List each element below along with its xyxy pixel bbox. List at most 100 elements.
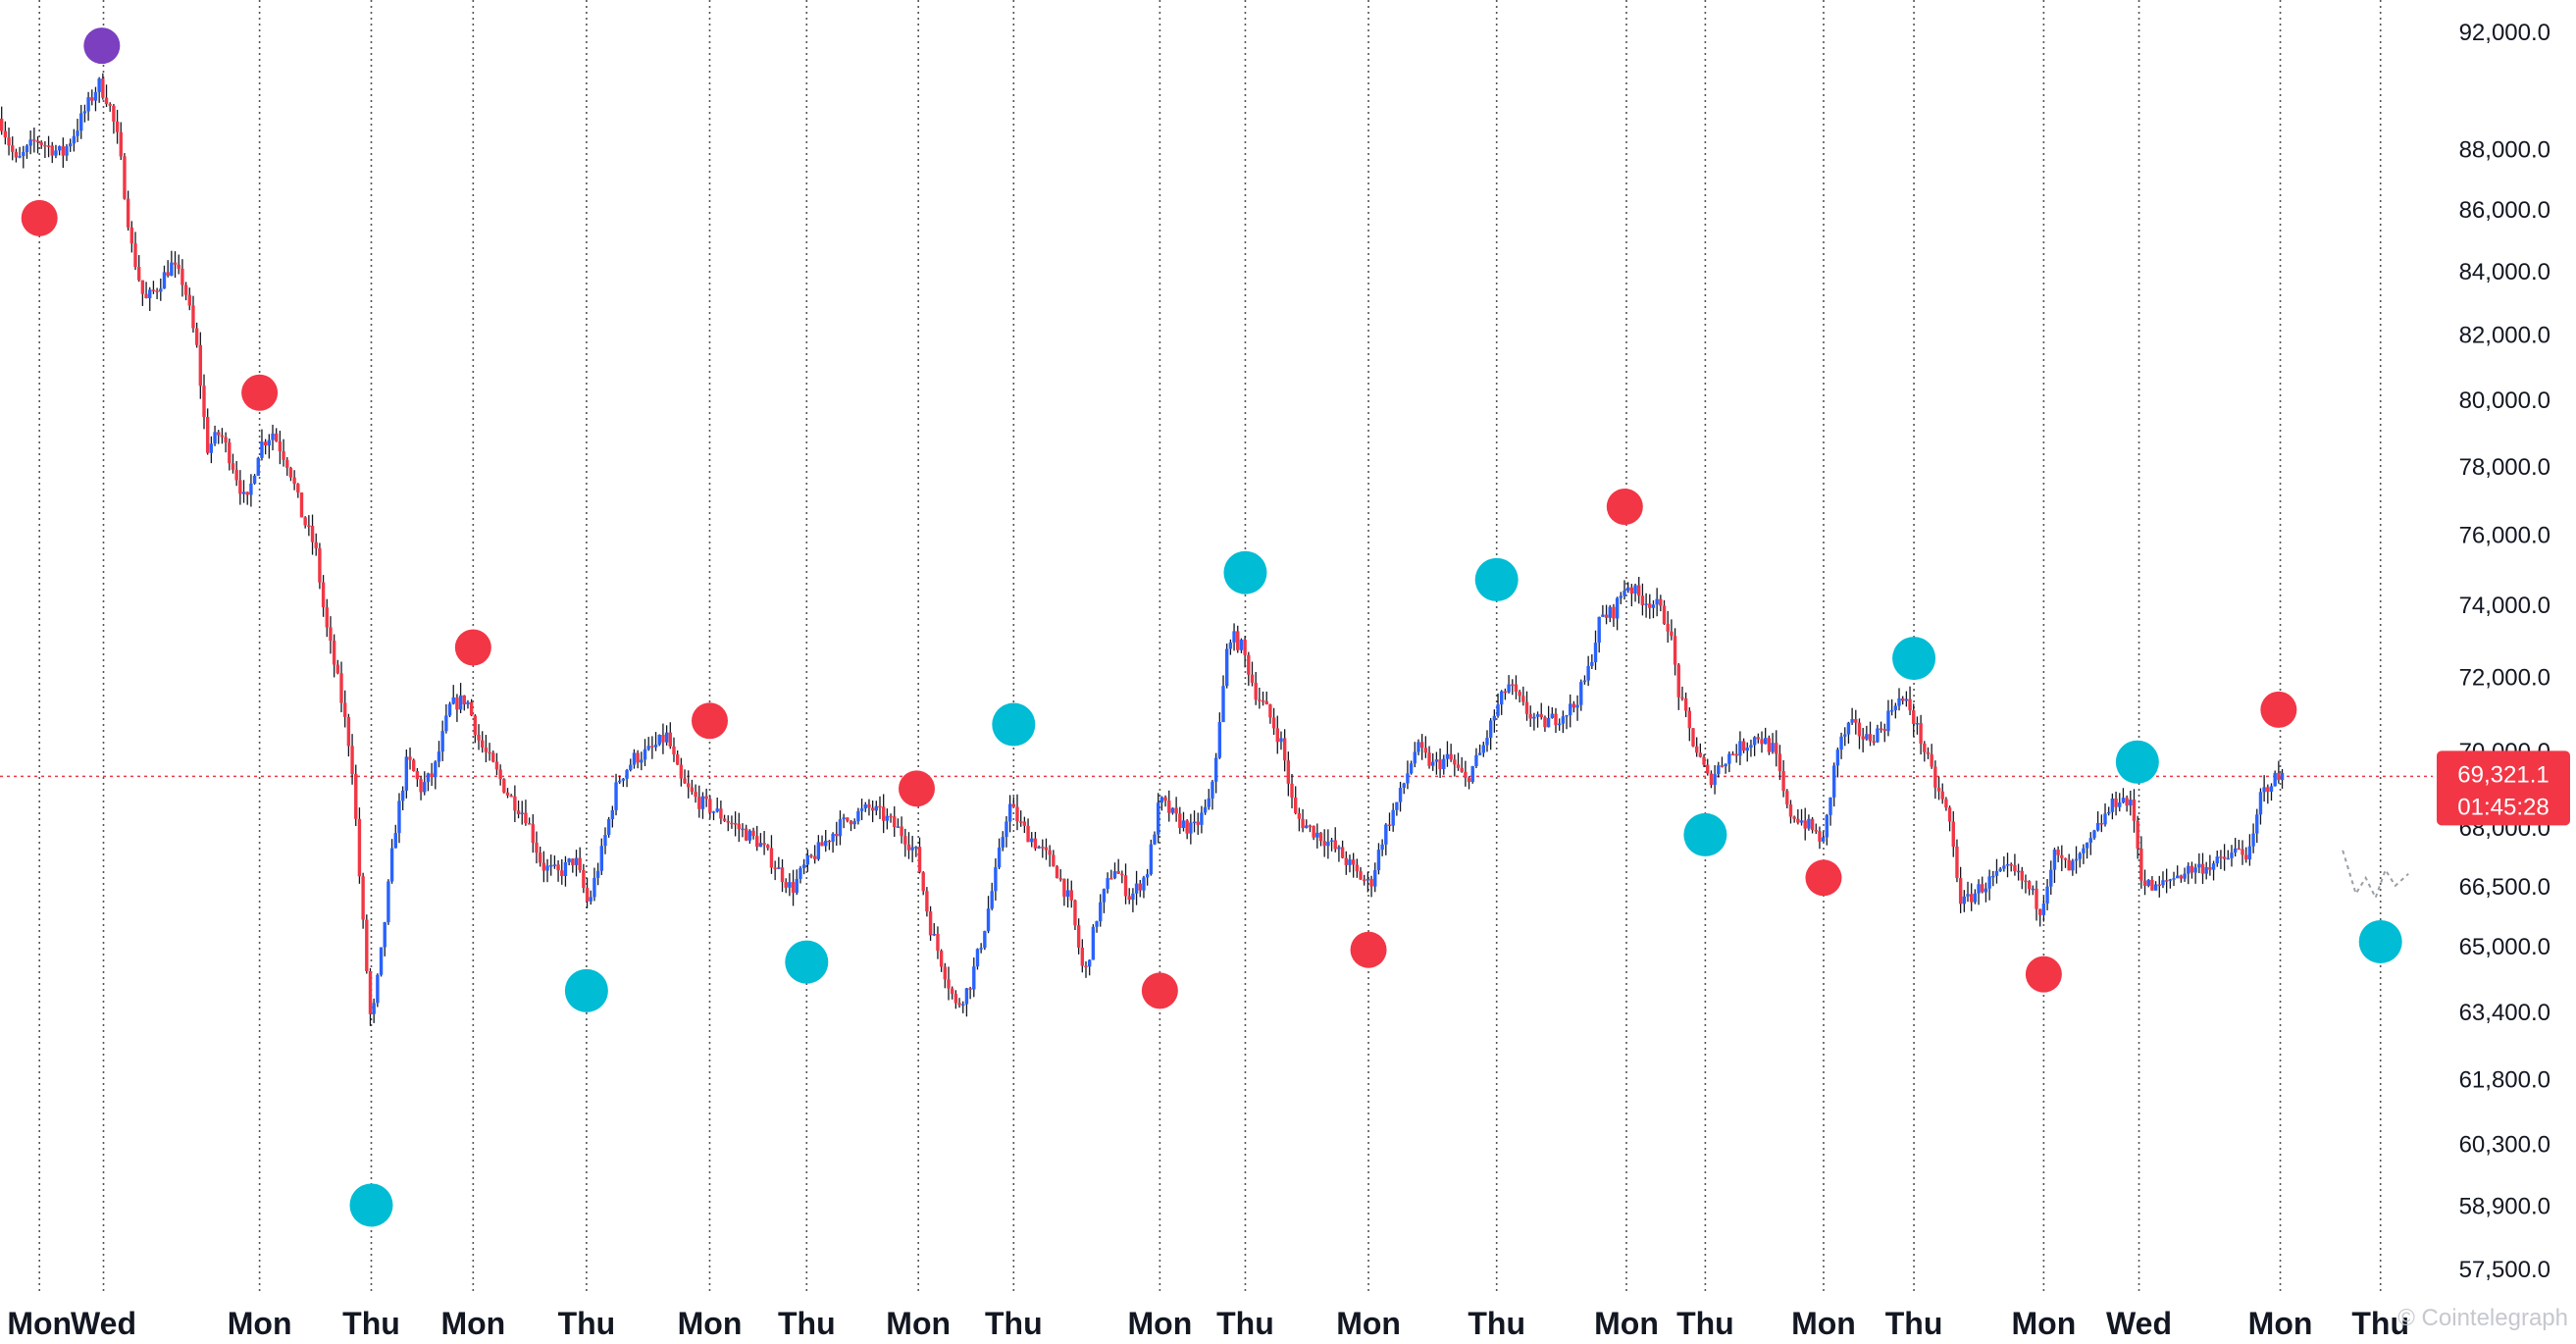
candle-body xyxy=(1213,757,1218,782)
candle-body xyxy=(535,843,539,853)
candle-body xyxy=(1301,818,1305,829)
candle-body xyxy=(1565,714,1569,717)
candle-body xyxy=(2132,800,2137,821)
price-axis-label: 84,000.0 xyxy=(2459,259,2550,285)
candle-body xyxy=(1514,684,1519,693)
candle-body xyxy=(2016,870,2021,873)
candle-body xyxy=(256,457,260,476)
time-gridlines xyxy=(38,0,2382,1293)
candle-body xyxy=(1623,591,1626,596)
candle-body xyxy=(1698,752,1703,757)
candle-body xyxy=(329,627,333,642)
time-axis-label: Mon xyxy=(440,1306,505,1341)
candle-body xyxy=(2082,848,2086,853)
price-axis-label: 66,500.0 xyxy=(2459,874,2550,901)
candle-body xyxy=(2005,863,2010,866)
candle-body xyxy=(1431,761,1435,766)
candle-body xyxy=(733,823,738,825)
candle-body xyxy=(2139,849,2143,881)
candle-body xyxy=(2092,830,2096,839)
candle-body xyxy=(447,703,452,716)
candle-body xyxy=(603,835,607,847)
candle-body xyxy=(2164,880,2169,882)
candle-body xyxy=(1839,736,1843,750)
time-axis-label: Mon xyxy=(2012,1306,2077,1341)
candle-body xyxy=(1167,801,1171,813)
candle-body xyxy=(2269,786,2274,793)
price-axis-label: 74,000.0 xyxy=(2459,593,2550,619)
candle-body xyxy=(466,701,470,705)
candle-body xyxy=(838,819,843,837)
candle-body xyxy=(831,833,835,842)
candle-body xyxy=(1944,799,1948,808)
candle-body xyxy=(162,272,167,289)
candle-body xyxy=(1575,704,1579,708)
candle-body xyxy=(1203,806,1208,813)
candle-body xyxy=(1123,875,1128,897)
candle-body xyxy=(271,433,275,440)
candle-body xyxy=(906,844,911,851)
candle-body xyxy=(252,475,257,484)
candle-body xyxy=(288,467,293,478)
candle-body xyxy=(1951,821,1955,848)
candle-body xyxy=(1275,728,1279,743)
candle-body xyxy=(25,145,29,153)
time-axis-label: Mon xyxy=(1791,1306,1856,1341)
candle-body xyxy=(1481,745,1485,753)
candle-body xyxy=(1807,818,1811,829)
candle-body xyxy=(1546,717,1551,728)
candle-body xyxy=(595,870,600,878)
candle-body xyxy=(679,764,684,779)
candle-body xyxy=(1912,710,1916,724)
candle-body xyxy=(1640,595,1645,605)
candle-body xyxy=(2233,848,2238,853)
candle-body xyxy=(2277,772,2281,781)
candle-body xyxy=(494,761,499,770)
candle-body xyxy=(640,759,644,763)
candle-body xyxy=(205,417,210,453)
candle-body xyxy=(683,778,687,784)
candle-body xyxy=(2237,848,2241,851)
candle-body xyxy=(1340,847,1345,858)
candle-body xyxy=(722,818,727,821)
candle-body xyxy=(1767,738,1772,752)
candle-body xyxy=(2172,878,2176,880)
candle-body xyxy=(788,882,792,888)
candle-body xyxy=(1297,812,1302,819)
candle-body xyxy=(643,749,647,760)
candle-body xyxy=(2045,886,2049,904)
candle-body xyxy=(1005,821,1008,838)
candle-body xyxy=(1908,698,1912,711)
candle-body xyxy=(1882,729,1886,732)
candle-body xyxy=(1102,889,1107,903)
candle-body xyxy=(824,840,828,847)
pivot-low-marker xyxy=(564,968,608,1012)
candle-body xyxy=(423,782,427,793)
candle-body xyxy=(2027,881,2032,890)
candle-body xyxy=(932,934,936,936)
candle-body xyxy=(1485,738,1489,746)
candle-body xyxy=(1149,844,1154,875)
candle-body xyxy=(1062,878,1066,898)
candle-body xyxy=(513,796,517,811)
candle-body xyxy=(217,432,221,436)
candle-body xyxy=(129,227,134,244)
candle-body xyxy=(780,867,785,883)
candle-body xyxy=(1651,604,1656,608)
candle-body xyxy=(812,855,817,859)
candle-body xyxy=(1593,643,1598,662)
candle-body xyxy=(690,787,695,793)
candle-body xyxy=(1236,631,1240,650)
candle-body xyxy=(636,752,640,763)
candle-body xyxy=(1821,837,1826,842)
candle-body xyxy=(820,842,824,847)
candle-body xyxy=(1727,753,1731,764)
candle-body xyxy=(914,847,918,849)
candle-body xyxy=(61,146,66,156)
candle-body xyxy=(1131,893,1135,900)
candle-body xyxy=(1539,714,1543,718)
candle-body xyxy=(104,97,109,105)
candle-body xyxy=(1673,636,1677,665)
candle-body xyxy=(220,435,225,438)
